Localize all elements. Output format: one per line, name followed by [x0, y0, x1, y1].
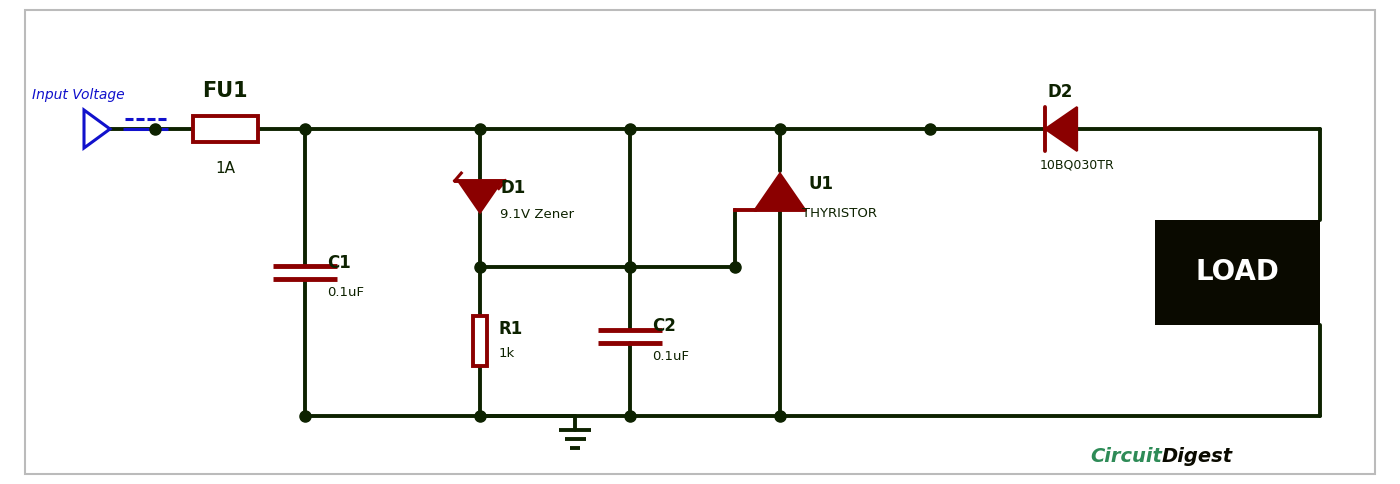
Polygon shape: [755, 173, 805, 210]
Text: 0.1uF: 0.1uF: [652, 350, 689, 363]
Bar: [1155, 220, 1320, 325]
Text: THYRISTOR: THYRISTOR: [802, 207, 876, 220]
Text: Digest: Digest: [1162, 447, 1233, 466]
Polygon shape: [458, 181, 503, 212]
Text: LOAD: LOAD: [1196, 258, 1280, 287]
Polygon shape: [84, 110, 111, 148]
Text: 1A: 1A: [216, 161, 235, 176]
Text: C2: C2: [652, 318, 676, 335]
Text: C1: C1: [328, 254, 351, 272]
Text: R1: R1: [498, 320, 524, 338]
Polygon shape: [1046, 107, 1077, 151]
Text: Input Voltage: Input Voltage: [32, 88, 125, 102]
Text: 9.1V Zener: 9.1V Zener: [500, 209, 574, 221]
Bar: [473, 317, 487, 366]
Text: FU1: FU1: [202, 81, 248, 101]
Text: 0.1uF: 0.1uF: [328, 286, 364, 299]
Text: 10BQ030TR: 10BQ030TR: [1040, 159, 1114, 172]
Bar: [193, 116, 258, 142]
Text: Circuit: Circuit: [1091, 447, 1162, 466]
Text: D2: D2: [1047, 83, 1072, 101]
Text: D1: D1: [500, 179, 525, 197]
Text: 1k: 1k: [498, 347, 515, 360]
Text: U1: U1: [808, 175, 833, 193]
